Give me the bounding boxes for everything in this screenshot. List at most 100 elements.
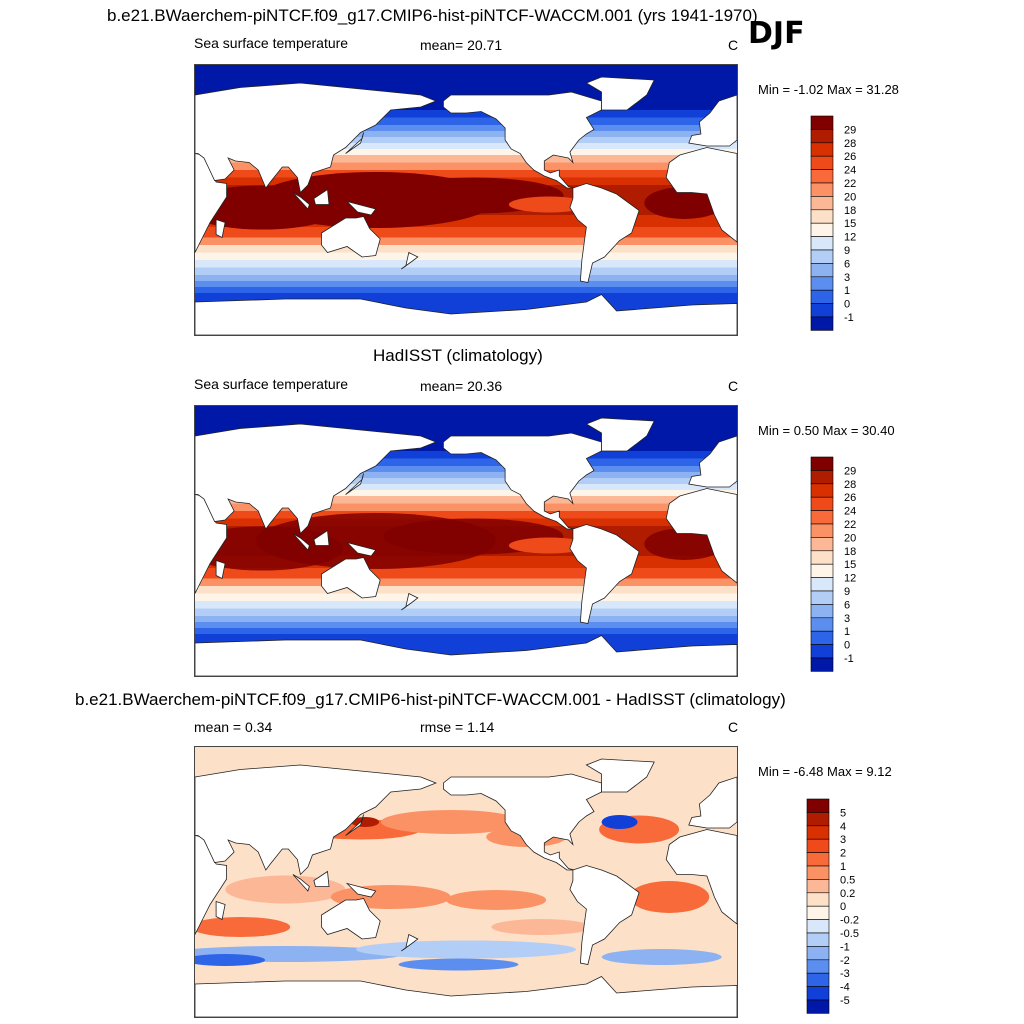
sst-band xyxy=(195,237,737,246)
panel3-mean-label: mean = 0.34 xyxy=(194,719,273,735)
land-outline xyxy=(688,94,737,147)
sst-band xyxy=(195,125,737,132)
land-outline xyxy=(585,758,655,793)
colorbar-swatch xyxy=(810,537,834,552)
panel2-colorbar: 29 28 26 24 22 20 18 15 12 9 6 3 1 0 -1 xyxy=(810,456,870,674)
colorbar-tick-label: 29 xyxy=(844,124,856,136)
map-0-svg xyxy=(195,65,737,335)
diff-anomaly xyxy=(446,890,547,910)
sst-band xyxy=(195,503,737,512)
land-outline xyxy=(665,829,737,925)
colorbar-swatch xyxy=(806,905,830,920)
diff-anomaly xyxy=(398,958,519,971)
colorbar-swatch xyxy=(810,129,834,144)
colorbar-tick-label: 0 xyxy=(844,299,850,311)
colorbar-swatch xyxy=(806,825,830,840)
colorbar-swatch xyxy=(810,263,834,278)
colorbar-tick-label: 0.2 xyxy=(840,888,855,900)
land-outline xyxy=(321,216,381,258)
colorbar-tick-label: 28 xyxy=(844,138,856,150)
colorbar-swatch xyxy=(806,932,830,947)
colorbar-tick-label: -1 xyxy=(844,312,854,324)
colorbar-tick-label: 3 xyxy=(844,272,850,284)
colorbar-tick-label: 6 xyxy=(844,599,850,611)
sst-band xyxy=(195,472,737,479)
land-outline xyxy=(345,473,364,495)
colorbar-tick-label: -1 xyxy=(844,653,854,665)
colorbar-tick-label: 20 xyxy=(844,532,856,544)
sst-band xyxy=(195,245,737,253)
land-outline xyxy=(292,533,310,551)
colorbar-swatch xyxy=(810,222,834,237)
colorbar-tick-label: 0 xyxy=(844,640,850,652)
colorbar-swatch xyxy=(810,550,834,565)
sst-band xyxy=(195,451,737,459)
colorbar-tick-label: -2 xyxy=(840,955,850,967)
panel2-title: HadISST (climatology) xyxy=(373,346,543,365)
land-outline xyxy=(345,200,377,216)
panel3-minmax-label: Min = -6.48 Max = 9.12 xyxy=(758,764,892,779)
sst-band xyxy=(195,616,737,623)
colorbar-tick-label: -0.5 xyxy=(840,928,859,940)
cold-tongue xyxy=(508,537,589,554)
land-outline xyxy=(401,251,419,270)
colorbar-tick-label: -4 xyxy=(840,982,850,994)
land-outline xyxy=(215,218,226,239)
sst-band xyxy=(195,117,737,126)
sst-band xyxy=(195,143,737,150)
land-outline xyxy=(321,557,381,599)
warm-pool xyxy=(644,528,725,560)
land-outline xyxy=(321,898,381,940)
colorbar-tick-label: 3 xyxy=(840,834,846,846)
panel3-colorbar: 5 4 3 2 1 0.5 0.2 0 -0.2 -0.5 -1 -2 -3 -4 -5 xyxy=(806,798,866,1016)
sst-band xyxy=(195,287,737,294)
colorbar-tick-label: 0 xyxy=(840,901,846,913)
colorbar-tick-label: -3 xyxy=(840,968,850,980)
sst-band xyxy=(195,170,737,178)
colorbar-tick-label: 9 xyxy=(844,245,850,257)
colorbar-swatch xyxy=(810,657,834,672)
panel1-colorbar: 29 28 26 24 22 20 18 15 12 9 6 3 1 0 -1 xyxy=(810,115,870,333)
colorbar-swatch xyxy=(806,919,830,934)
colorbar-2-svg: 5 43 210.5 0.20 -0.2-0.5-1 -2-3 -4-5 xyxy=(806,798,859,1014)
land-outline xyxy=(585,76,655,111)
land-outline xyxy=(195,764,437,876)
colorbar-swatch xyxy=(810,604,834,619)
colorbar-swatch xyxy=(806,946,830,961)
diff-anomaly xyxy=(629,881,710,913)
colorbar-swatch xyxy=(806,798,830,813)
land-outline xyxy=(313,529,330,546)
colorbar-swatch xyxy=(806,879,830,894)
sst-band xyxy=(195,586,737,594)
land-outline xyxy=(313,188,330,205)
land-outline xyxy=(345,882,377,898)
colorbar-tick-label: -0.2 xyxy=(840,915,859,927)
colorbar-tick-label: 22 xyxy=(844,178,856,190)
panel2-mean-label: mean= 20.36 xyxy=(420,378,503,394)
colorbar-tick-label: 1 xyxy=(844,285,850,297)
colorbar-swatch xyxy=(806,852,830,867)
colorbar-tick-label: 20 xyxy=(844,191,856,203)
colorbar-tick-label: 18 xyxy=(844,546,856,558)
sst-band xyxy=(195,131,737,138)
colorbar-swatch xyxy=(810,496,834,511)
colorbar-tick-label: 18 xyxy=(844,205,856,217)
colorbar-swatch xyxy=(806,865,830,880)
colorbar-swatch xyxy=(810,563,834,578)
colorbar-tick-label: 3 xyxy=(844,613,850,625)
sst-band xyxy=(195,260,737,268)
sst-band xyxy=(195,568,737,579)
panel2-units-label: C xyxy=(728,378,739,394)
land-outline xyxy=(292,874,310,892)
sst-band xyxy=(195,478,737,485)
colorbar-swatch xyxy=(810,155,834,170)
colorbar-swatch xyxy=(810,196,834,211)
colorbar-tick-label: 9 xyxy=(844,586,850,598)
panel1-sst-map xyxy=(194,64,738,336)
colorbar-swatch xyxy=(810,236,834,251)
land-outline xyxy=(195,423,437,535)
sst-band xyxy=(195,162,737,171)
colorbar-swatch xyxy=(806,892,830,907)
sst-band xyxy=(195,227,737,238)
